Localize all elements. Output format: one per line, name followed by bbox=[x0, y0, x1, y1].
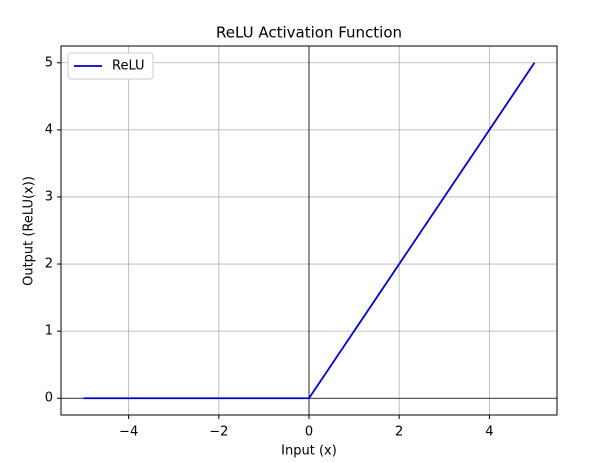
x-tick-label: −4 bbox=[119, 425, 138, 440]
series-line bbox=[83, 62, 536, 400]
chart-title: ReLU Activation Function bbox=[216, 24, 402, 42]
y-axis-label: Output (ReLU(x)) bbox=[22, 176, 37, 286]
x-tick-label: 0 bbox=[305, 425, 313, 440]
y-tick-label: 2 bbox=[45, 257, 53, 272]
legend-label: ReLU bbox=[112, 59, 145, 74]
x-tick-label: 4 bbox=[485, 425, 493, 440]
x-tick-label: −2 bbox=[209, 425, 228, 440]
y-tick-label: 1 bbox=[45, 324, 53, 339]
y-tick-label: 5 bbox=[45, 55, 53, 70]
legend-box bbox=[67, 52, 154, 80]
plot-frame bbox=[60, 45, 558, 416]
x-axis-label: Input (x) bbox=[281, 444, 337, 459]
y-tick-label: 4 bbox=[45, 122, 53, 137]
y-tick-label: 0 bbox=[45, 391, 53, 406]
x-tick-label: 2 bbox=[395, 425, 403, 440]
y-tick-label: 3 bbox=[45, 189, 53, 204]
